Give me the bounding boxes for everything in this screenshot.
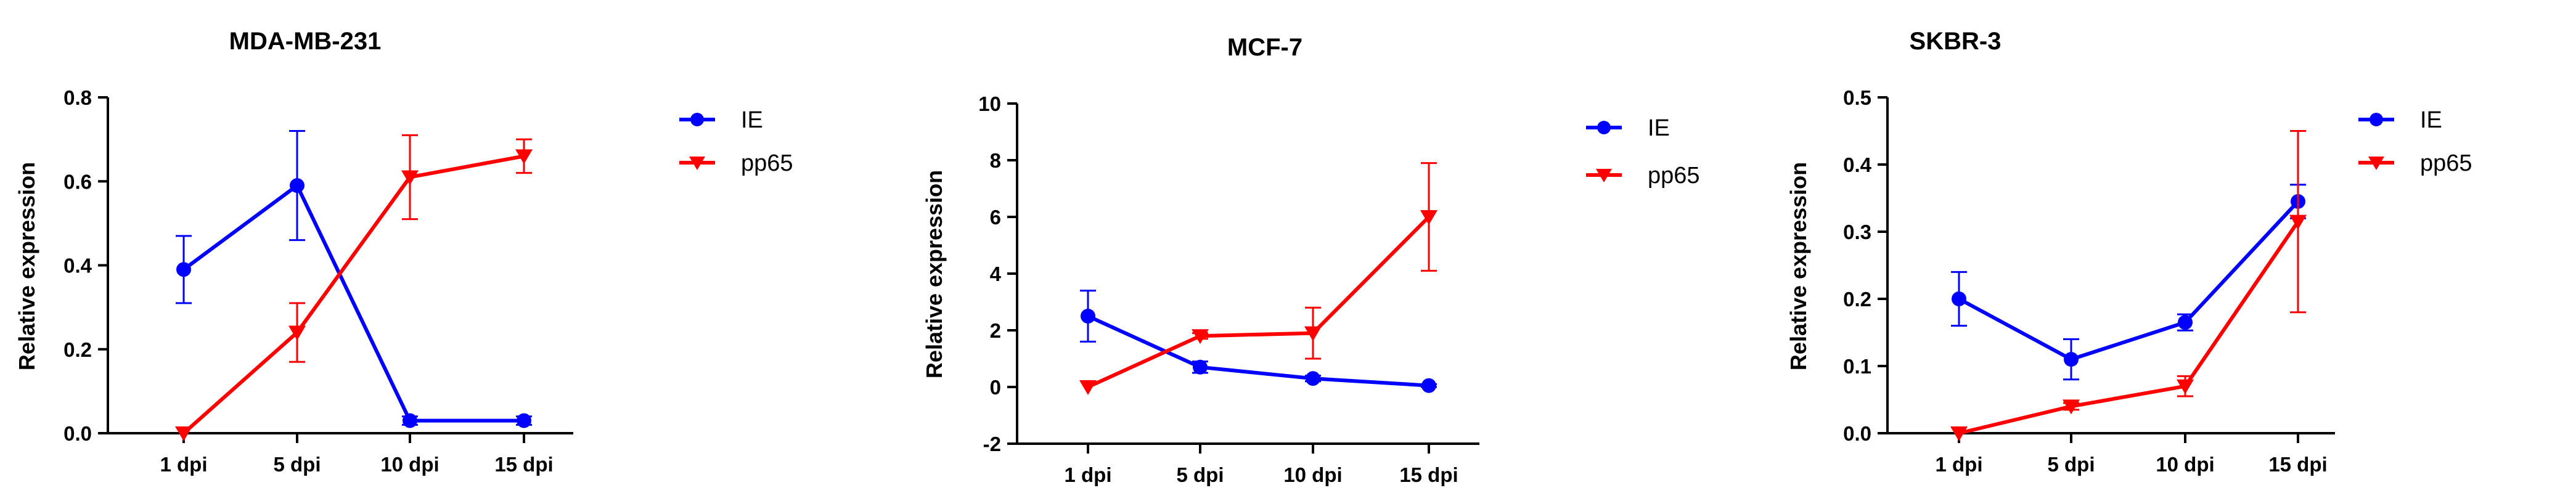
data-point xyxy=(1193,359,1208,375)
data-point xyxy=(2064,352,2079,367)
legend-entry: pp65 xyxy=(1586,163,1700,189)
data-point xyxy=(515,149,533,165)
y-tick-label: 0.3 xyxy=(1843,221,1871,243)
y-axis-label: Relative expression xyxy=(922,170,947,378)
y-tick-label: 0.4 xyxy=(1843,153,1872,176)
legend: IE pp65 xyxy=(679,107,793,176)
data-point xyxy=(1952,291,1966,306)
y-tick-label: 0.4 xyxy=(63,255,92,277)
y-tick-label: 0.2 xyxy=(1843,288,1871,311)
series-pp65 xyxy=(175,134,533,441)
axes: -2 0 2 4 6 8 10 1 dpi 5 dpi 10 dpi 15 dpi xyxy=(978,92,1479,486)
data-point xyxy=(517,413,531,428)
legend-label: IE xyxy=(1648,115,1670,141)
x-tick-label: 10 dpi xyxy=(2156,453,2214,476)
data-point xyxy=(1306,371,1320,386)
y-tick-label: 0 xyxy=(990,376,1001,399)
legend-label: IE xyxy=(2420,107,2442,133)
series-line xyxy=(1087,314,1429,388)
data-point xyxy=(1192,329,1209,344)
legend: IE pp65 xyxy=(2358,107,2472,176)
data-point xyxy=(1081,309,1095,324)
data-point xyxy=(2178,315,2193,330)
y-tick-label: 0.2 xyxy=(63,338,92,361)
x-tick-label: 15 dpi xyxy=(494,453,553,476)
legend-marker xyxy=(1597,121,1611,134)
data-point xyxy=(288,325,306,341)
data-point xyxy=(1950,426,1968,441)
chart-panel: MDA-MB-231 Relative expression IE pp65 0… xyxy=(14,28,793,476)
data-point xyxy=(401,170,419,185)
x-tick-label: 10 dpi xyxy=(1283,463,1342,486)
y-tick-label: 0.5 xyxy=(1843,86,1871,109)
x-tick-label: 15 dpi xyxy=(1399,463,1458,486)
x-tick-label: 5 dpi xyxy=(2047,453,2095,476)
chart-panel: MCF-7 Relative expression IE pp65 -2 0 2 4 6… xyxy=(922,34,1700,486)
legend-marker xyxy=(2370,113,2383,126)
x-tick-label: 5 dpi xyxy=(273,453,321,476)
data-point xyxy=(1421,378,1436,393)
y-tick-label: 0.1 xyxy=(1843,355,1871,378)
x-tick-label: 10 dpi xyxy=(380,453,439,476)
x-tick-label: 1 dpi xyxy=(1064,463,1111,486)
x-tick-label: 1 dpi xyxy=(160,453,207,476)
legend-label: pp65 xyxy=(1648,163,1700,189)
data-point xyxy=(2177,379,2194,394)
legend-entry: IE xyxy=(679,107,763,133)
chart-title: MCF-7 xyxy=(1227,34,1302,61)
series-line xyxy=(1958,200,2300,362)
y-tick-label: 8 xyxy=(990,149,1001,172)
series-ie xyxy=(1080,290,1437,393)
chart-title: SKBR-3 xyxy=(1910,28,2002,55)
x-tick-label: 15 dpi xyxy=(2268,453,2327,476)
series-pp65 xyxy=(1950,130,2307,441)
legend-marker xyxy=(689,157,705,170)
y-tick-label: 2 xyxy=(990,319,1001,342)
data-point xyxy=(176,262,191,277)
legend-entry: IE xyxy=(1586,115,1670,141)
series-ie xyxy=(176,130,532,428)
data-point xyxy=(403,413,417,428)
legend-marker xyxy=(1596,169,1612,182)
chart-panel: SKBR-3 Relative expression IE pp65 0.00.… xyxy=(1786,28,2472,476)
data-point xyxy=(1420,210,1437,225)
y-tick-label: -2 xyxy=(983,433,1001,455)
legend-entry: pp65 xyxy=(2358,150,2472,176)
data-point xyxy=(2289,214,2307,230)
y-tick-label: 4 xyxy=(990,263,1002,285)
axes: 0.0 0.1 0.2 0.3 0.4 0.5 1 dpi 5 dpi 10 dpi 15 dpi xyxy=(1843,86,2335,476)
legend-label: pp65 xyxy=(741,150,793,176)
series-line xyxy=(182,184,524,423)
data-point xyxy=(175,426,192,441)
series-pp65 xyxy=(1079,162,1437,395)
data-point xyxy=(1079,380,1097,395)
series-line xyxy=(1087,215,1431,389)
legend-marker xyxy=(2368,157,2384,170)
y-tick-label: 6 xyxy=(990,206,1001,229)
y-tick-label: 0.0 xyxy=(1843,422,1871,445)
chart-title: MDA-MB-231 xyxy=(229,28,382,55)
series-line xyxy=(182,154,525,435)
legend: IE pp65 xyxy=(1586,115,1700,189)
y-tick-label: 0.8 xyxy=(63,86,92,109)
legend-entry: IE xyxy=(2358,107,2442,133)
data-point xyxy=(2063,399,2080,415)
legend-entry: pp65 xyxy=(679,150,793,176)
legend-label: pp65 xyxy=(2420,150,2472,176)
legend-label: IE xyxy=(741,107,763,133)
data-point xyxy=(1304,326,1322,341)
data-point xyxy=(290,178,305,193)
series-ie xyxy=(1951,184,2306,381)
axes: 0.0 0.2 0.4 0.6 0.8 1 dpi 5 dpi 10 dpi 15 dpi xyxy=(63,86,573,476)
y-tick-label: 0.0 xyxy=(63,422,92,445)
y-tick-label: 10 xyxy=(978,92,1001,115)
y-axis-label: Relative expression xyxy=(14,162,39,370)
series-line xyxy=(1958,220,2300,435)
y-axis-label: Relative expression xyxy=(1786,162,1811,370)
x-tick-label: 5 dpi xyxy=(1176,463,1224,486)
y-tick-label: 0.6 xyxy=(63,170,92,193)
x-tick-label: 1 dpi xyxy=(1935,453,1982,476)
legend-marker xyxy=(690,113,704,126)
